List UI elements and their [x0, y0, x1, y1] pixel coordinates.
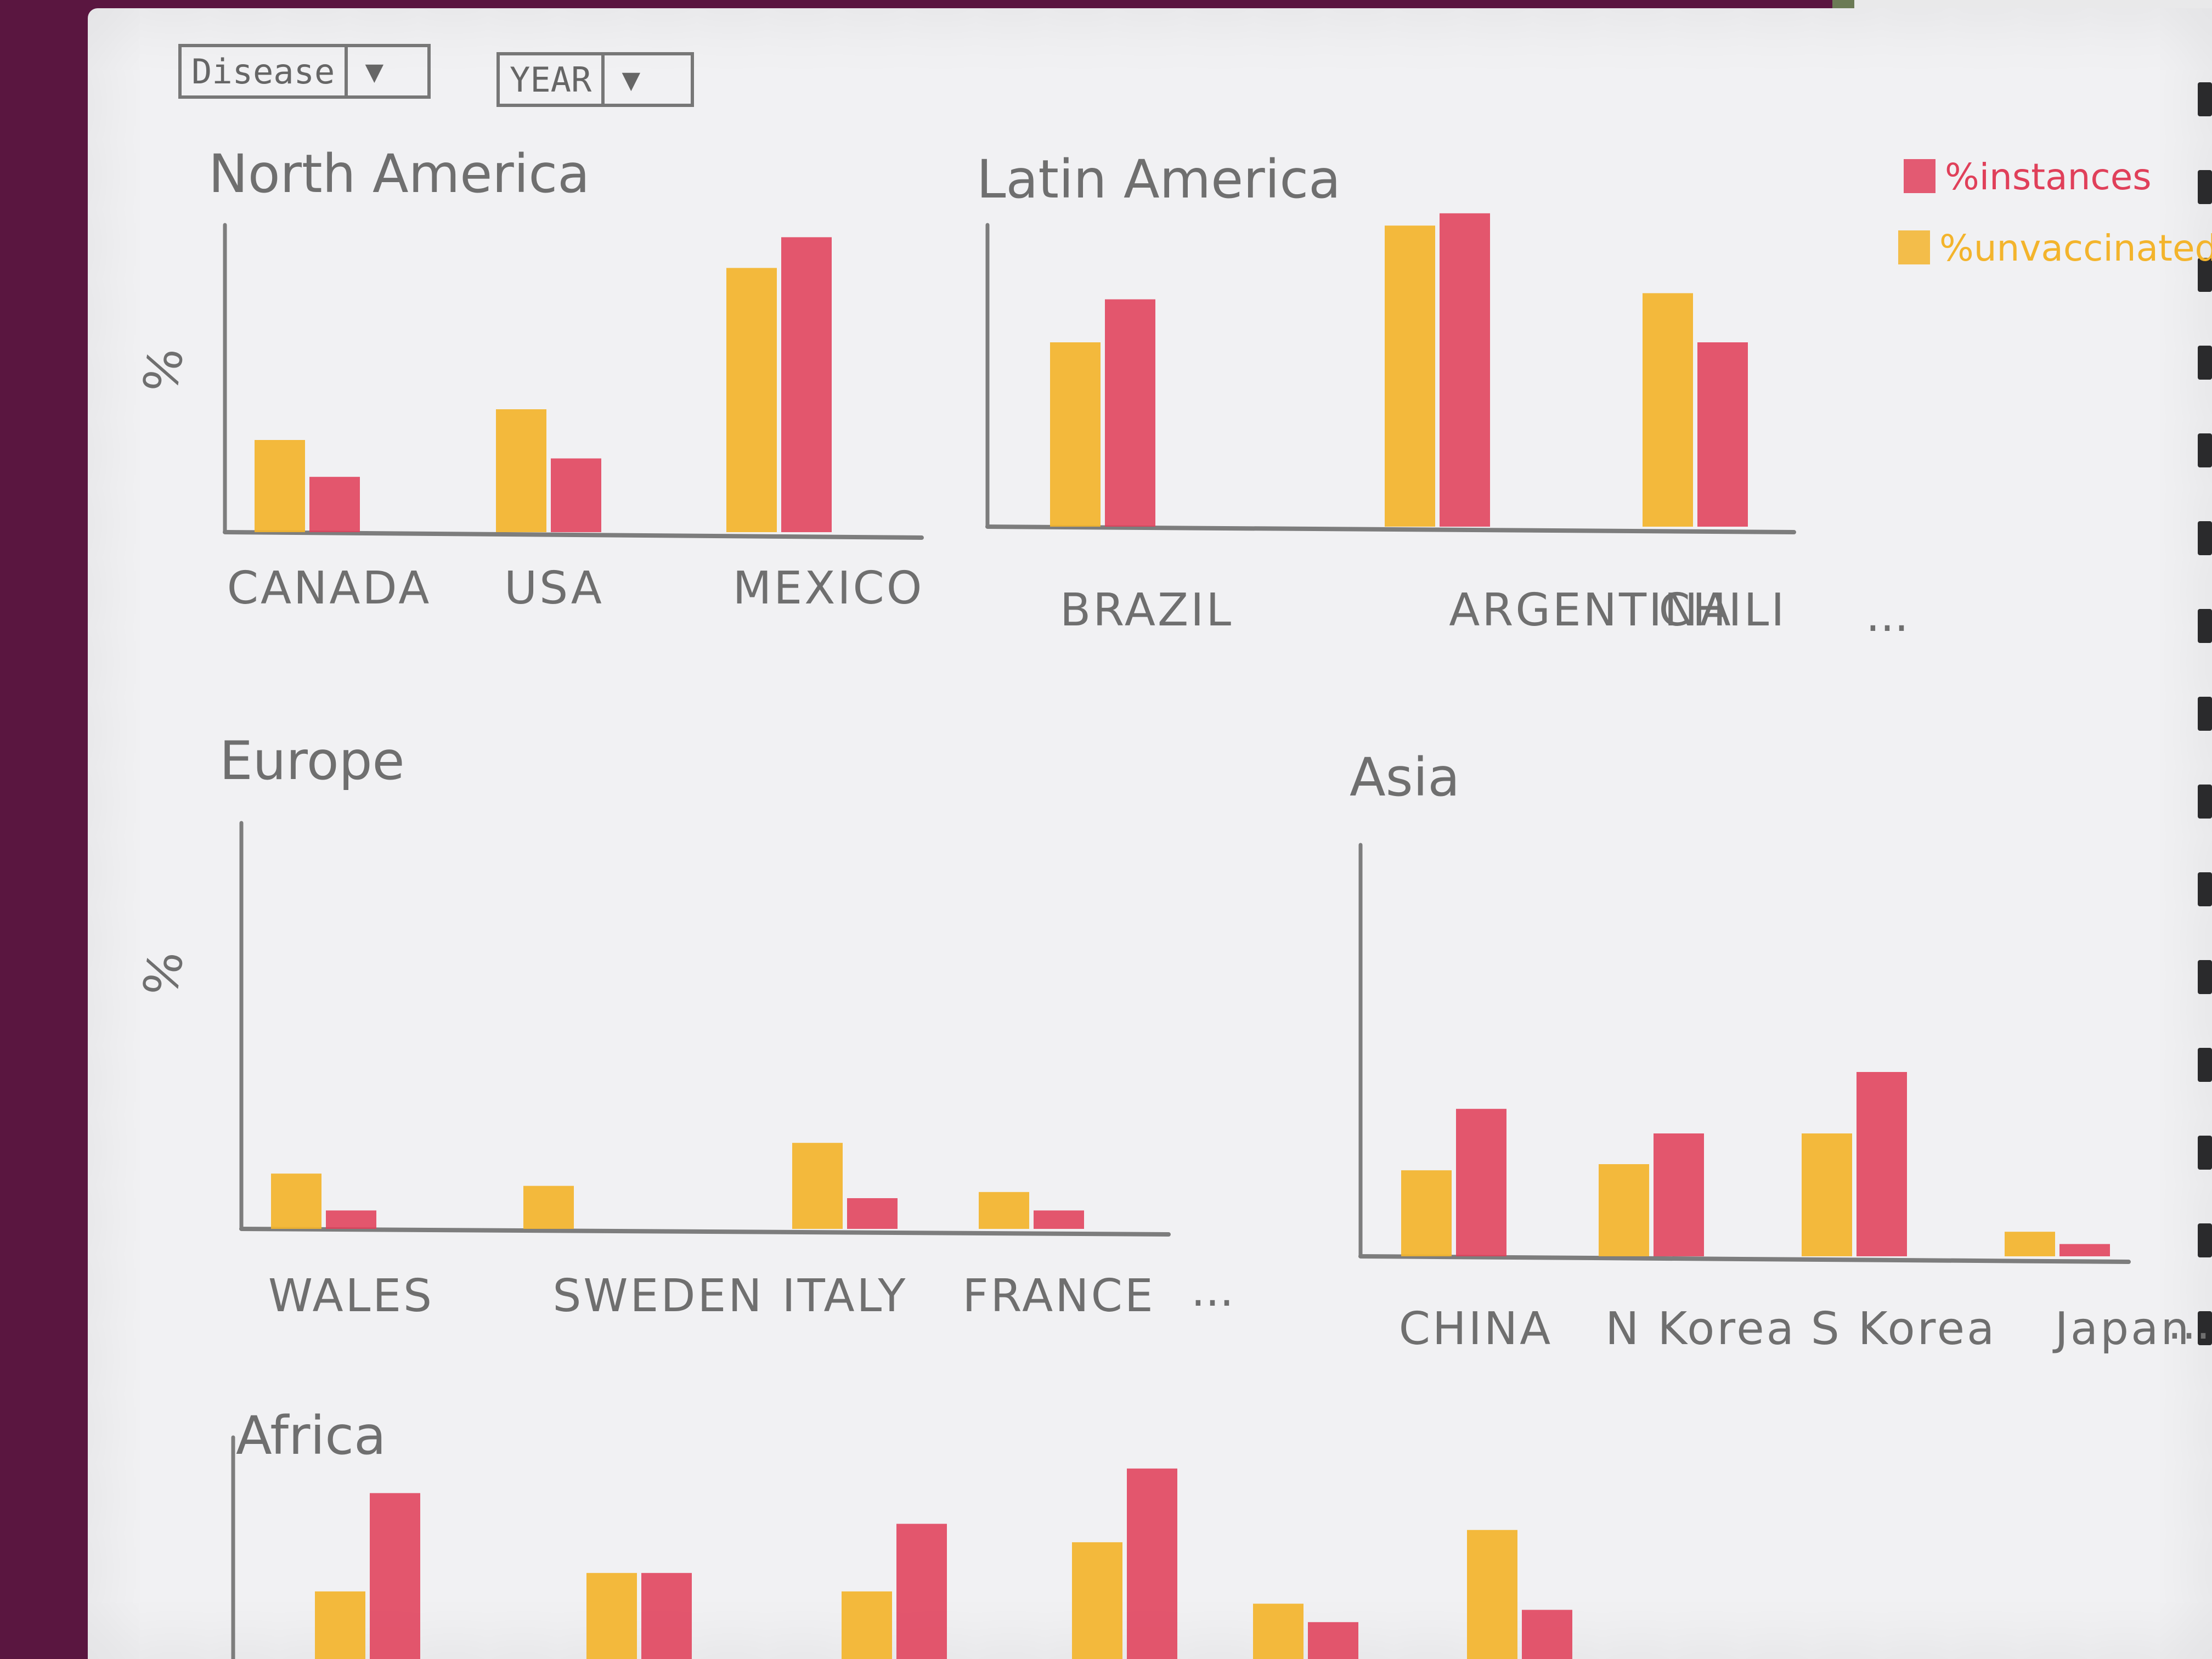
bar-instances [326, 1210, 376, 1229]
bar-instances [1654, 1133, 1704, 1256]
bar-unvaccinated [1385, 225, 1435, 527]
category-label: N Korea [1605, 1303, 1796, 1355]
chart-europe: Europe% WALES SWEDEN ITALY FRANCE... [133, 730, 1234, 1322]
category-label: WALES [268, 1270, 434, 1322]
legend-label-unvaccinated: %unvaccinated [1939, 227, 2212, 269]
category-label: CHINA [1399, 1303, 1553, 1355]
x-axis [1358, 1254, 2131, 1264]
category-label: S Korea [1811, 1303, 1997, 1355]
bar-unvaccinated [979, 1192, 1029, 1229]
bar-unvaccinated [1643, 293, 1693, 527]
chart-title: Asia [1350, 747, 1460, 808]
chart-latin-america: Latin America BRAZIL ARGENTINACHILI... [977, 149, 1909, 642]
year-dropdown-label: YEAR [510, 59, 592, 100]
category-label: ARGENTINA [1449, 584, 1733, 636]
x-axis [985, 524, 1796, 534]
disease-dropdown-label: Disease [191, 51, 335, 92]
bar-unvaccinated [271, 1173, 321, 1229]
category-label: USA [504, 562, 604, 614]
bar-unvaccinated [842, 1591, 892, 1659]
category-label: FRANCE [962, 1270, 1155, 1322]
bar-unvaccinated [1401, 1170, 1452, 1256]
chart-title: Latin America [977, 149, 1341, 210]
bar-unvaccinated [2005, 1232, 2055, 1256]
category-label: CHILI [1659, 584, 1787, 636]
legend-label-instances: %instances [1945, 156, 2152, 198]
bar-unvaccinated [315, 1591, 365, 1659]
year-dropdown[interactable]: YEAR ▼ [496, 52, 694, 107]
bar-unvaccinated [496, 409, 546, 532]
bar-instances [1456, 1109, 1506, 1256]
bar-instances [1105, 299, 1155, 527]
category-label: ITALY [782, 1270, 908, 1322]
chart-layer: North America% CANADA USA MEXICO Latin Ameri… [133, 143, 2210, 1659]
chevron-down-icon: ▼ [345, 47, 400, 95]
legend-swatch-instances [1904, 159, 1936, 193]
more-categories-ellipsis: ... [2168, 1297, 2210, 1350]
bar-unvaccinated [726, 268, 777, 532]
bar-unvaccinated [792, 1143, 843, 1229]
category-label: BRAZIL [1060, 584, 1233, 636]
chart-title: North America [208, 143, 590, 205]
bar-instances [1697, 342, 1748, 527]
legend-swatch-unvaccinated [1898, 230, 1930, 264]
category-label: SWEDEN [552, 1270, 764, 1322]
bar-instances [1127, 1468, 1177, 1659]
disease-dropdown[interactable]: Disease ▼ [178, 44, 431, 99]
chart-asia: Asia CHINA N Korea S Korea Japan... [1350, 747, 2210, 1355]
x-axis [223, 530, 924, 540]
bar-instances [641, 1573, 692, 1659]
chart-africa: Africa [231, 1405, 1572, 1659]
category-label: CANADA [227, 562, 432, 614]
chevron-down-icon: ▼ [601, 55, 657, 104]
bar-unvaccinated [1050, 342, 1101, 527]
chart-north-america: North America% CANADA USA MEXICO [133, 143, 924, 614]
bar-instances [309, 477, 360, 532]
bar-instances [1522, 1610, 1572, 1659]
bar-unvaccinated [1599, 1164, 1649, 1256]
y-axis-label: % [133, 947, 195, 1001]
bar-instances [896, 1523, 947, 1659]
bar-unvaccinated [1802, 1133, 1852, 1256]
x-axis [239, 1227, 1171, 1237]
bar-instances [847, 1198, 898, 1229]
more-categories-ellipsis: ... [1191, 1265, 1234, 1317]
category-label: Japan [2052, 1303, 2192, 1355]
bar-unvaccinated [523, 1186, 574, 1229]
bar-instances [2059, 1244, 2110, 1256]
category-label: MEXICO [733, 562, 924, 614]
bar-instances [1440, 213, 1490, 527]
chart-title: Africa [236, 1405, 386, 1466]
y-axis-label: % [133, 343, 195, 397]
bar-instances [781, 237, 832, 532]
chart-title: Europe [219, 730, 405, 792]
bar-instances [1034, 1210, 1084, 1229]
bar-instances [1857, 1072, 1907, 1256]
bar-unvaccinated [1253, 1604, 1304, 1659]
legend: %instances %unvaccinated [1898, 156, 2212, 269]
bar-instances [551, 458, 601, 532]
bar-unvaccinated [1072, 1542, 1122, 1659]
sketch-paper [88, 8, 2212, 1659]
bar-unvaccinated [586, 1573, 637, 1659]
bar-unvaccinated [1467, 1530, 1517, 1659]
bar-instances [1308, 1622, 1358, 1659]
more-categories-ellipsis: ... [1866, 590, 1909, 642]
bar-instances [370, 1493, 420, 1659]
bar-unvaccinated [255, 440, 305, 532]
